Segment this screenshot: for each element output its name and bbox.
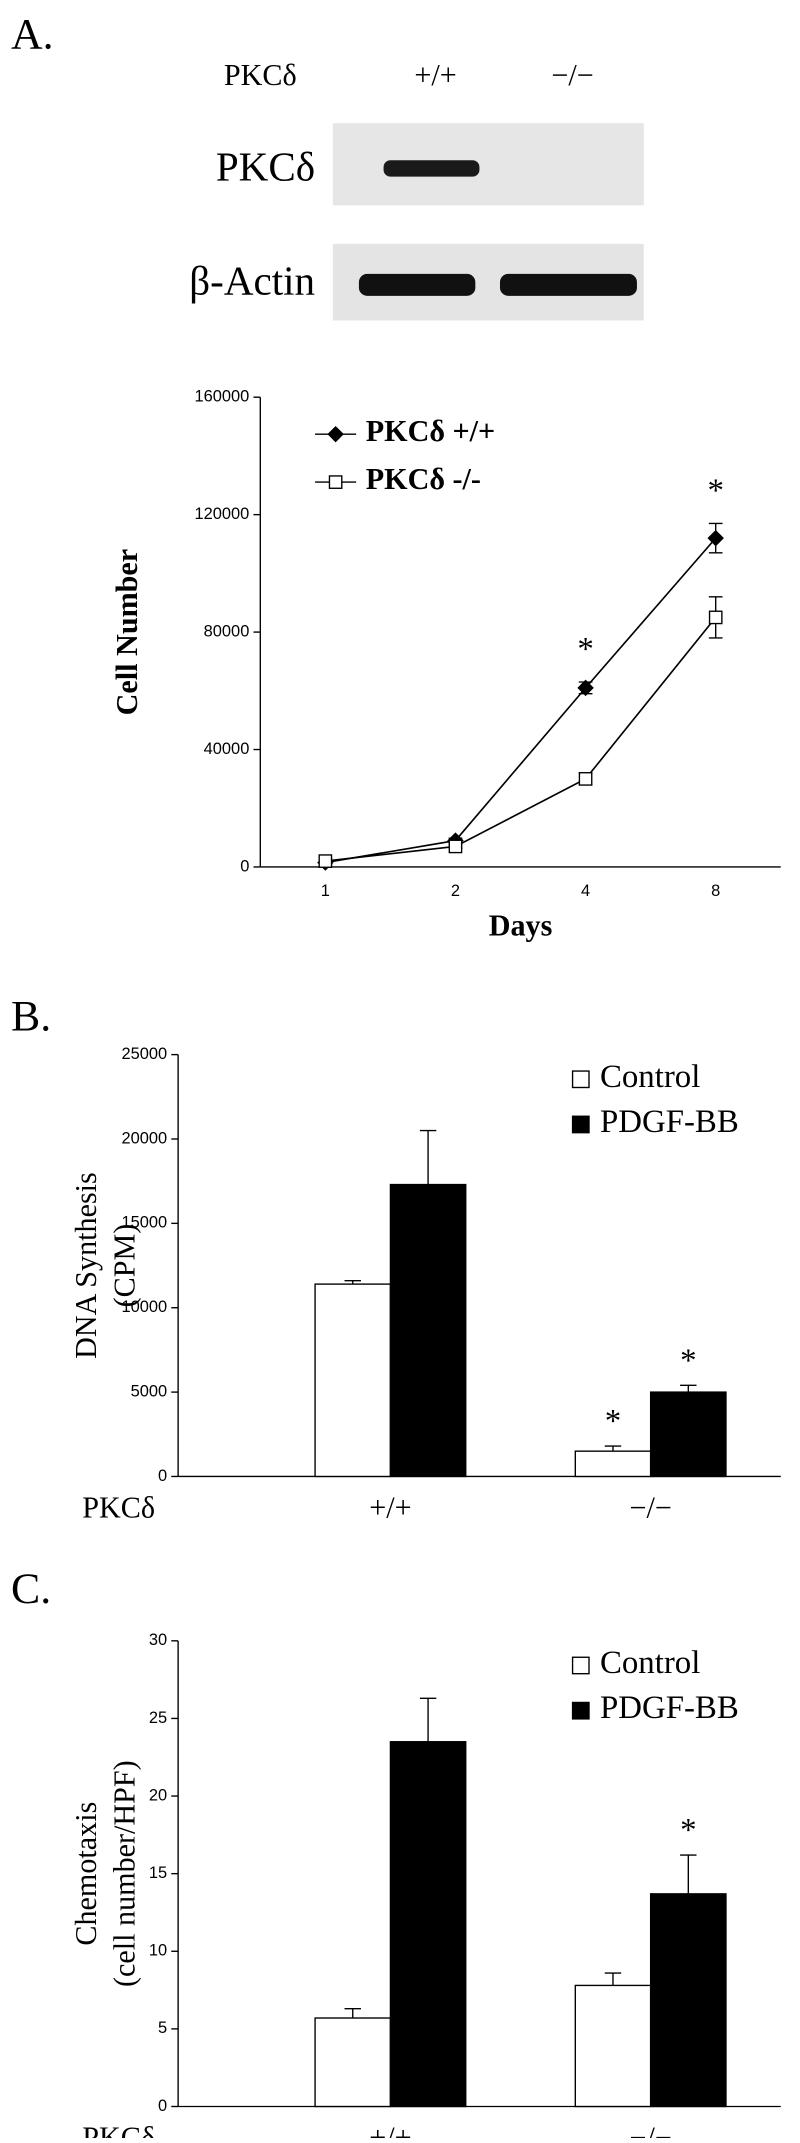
y-tick-label: 0	[240, 857, 249, 875]
legend-marker	[327, 425, 344, 443]
series-line	[325, 616, 717, 862]
y-tick-label: 5	[158, 2019, 167, 2037]
marker	[578, 772, 593, 786]
blot-lane: −/−	[551, 58, 593, 92]
legend-label: Control	[600, 1059, 700, 1095]
annotation: *	[680, 1343, 696, 1379]
bar	[314, 1283, 392, 1478]
y-axis-label: Chemotaxis	[69, 1802, 103, 1946]
y-tick-label: 10	[149, 1942, 167, 1960]
x-axis-label: PKCδ	[82, 1491, 155, 1525]
x-tick-label: −/−	[629, 2121, 671, 2138]
x-tick-label: +/+	[369, 2121, 411, 2138]
panel-label: A.	[11, 10, 54, 58]
annotation: *	[680, 1813, 696, 1849]
blot-band	[383, 160, 480, 177]
legend-swatch	[571, 1115, 590, 1134]
error-bar	[344, 2008, 361, 2019]
y-tick-label: 120000	[195, 505, 250, 523]
panel-label: B.	[11, 992, 51, 1040]
x-tick-label: 1	[321, 882, 330, 900]
blot-row-label: PKCδ	[216, 144, 315, 190]
blot-lane: +/+	[414, 58, 456, 92]
annotation: *	[577, 631, 593, 667]
bar	[649, 1893, 727, 2108]
bar	[389, 1183, 467, 1478]
y-tick-label: 20000	[121, 1129, 167, 1147]
y-tick-label: 15	[149, 1864, 167, 1882]
legend-label: PKCδ -/-	[366, 462, 481, 496]
x-tick-label: 2	[451, 882, 460, 900]
error-bar	[680, 1384, 697, 1393]
legend-label: PDGF-BB	[600, 1104, 739, 1140]
blot-panel	[332, 123, 644, 206]
y-axis-label: (CPM)	[107, 1224, 141, 1308]
y-axis-label: DNA Synthesis	[69, 1172, 103, 1359]
error-bar	[419, 1129, 437, 1185]
bar	[574, 1984, 652, 2108]
legend-swatch	[571, 1656, 590, 1675]
y-axis-label: (cell number/HPF)	[107, 1760, 141, 1987]
error-bar	[680, 1854, 697, 1894]
x-axis-label: PKCδ	[82, 2121, 155, 2138]
y-tick-label: 25000	[121, 1045, 167, 1063]
x-tick-label: −/−	[629, 1491, 671, 1525]
y-tick-label: 20	[149, 1786, 167, 1804]
bar	[574, 1450, 652, 1478]
x-axis-label: Days	[489, 909, 553, 943]
blot-header: PKCδ	[224, 58, 297, 92]
blot-row-label: β-Actin	[189, 257, 315, 303]
y-tick-label: 0	[158, 1467, 167, 1485]
bar	[649, 1391, 727, 1478]
legend-label: Control	[600, 1645, 700, 1681]
y-tick-label: 80000	[204, 622, 250, 640]
x-tick-label: +/+	[369, 1491, 411, 1525]
marker	[318, 854, 333, 868]
error-bar	[604, 1445, 622, 1452]
y-axis-label: Cell Number	[110, 549, 144, 715]
y-tick-label: 5000	[131, 1382, 168, 1400]
y-tick-label: 25	[149, 1709, 167, 1727]
legend-label: PKCδ +/+	[366, 414, 495, 448]
panel-label: C.	[11, 1565, 51, 1613]
blot-band	[499, 273, 637, 296]
series-line	[325, 537, 717, 864]
y-tick-label: 30	[149, 1631, 167, 1649]
x-tick-label: 8	[711, 882, 720, 900]
y-tick-label: 15000	[121, 1214, 167, 1232]
legend-swatch	[571, 1701, 590, 1720]
y-tick-label: 40000	[204, 740, 250, 758]
annotation: *	[605, 1404, 621, 1440]
y-tick-label: 160000	[195, 388, 250, 406]
y-tick-label: 10000	[121, 1298, 167, 1316]
annotation: *	[707, 473, 723, 509]
marker	[708, 610, 723, 625]
marker	[448, 839, 463, 854]
legend-marker	[328, 475, 343, 489]
error-bar	[419, 1697, 437, 1742]
error-bar	[604, 1972, 622, 1986]
bar	[389, 1741, 467, 2108]
y-tick-label: 0	[158, 2097, 167, 2115]
x-tick-label: 4	[581, 882, 590, 900]
bar	[314, 2017, 392, 2108]
blot-band	[358, 273, 476, 296]
legend-label: PDGF-BB	[600, 1690, 739, 1726]
legend-swatch	[571, 1070, 590, 1089]
